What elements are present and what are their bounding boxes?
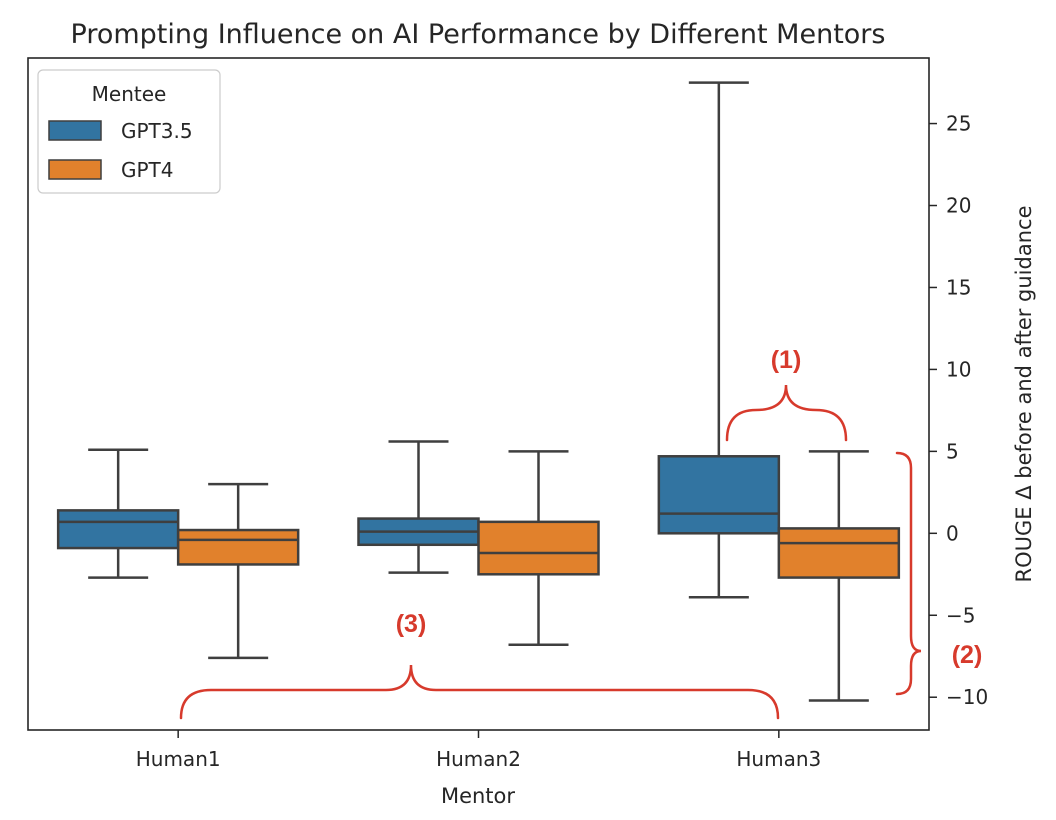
axis-layer: 25 20 15 10 5 0 −5 −10 Human1 Human2 Human3 bbox=[136, 112, 988, 771]
legend-swatch-gpt4 bbox=[48, 159, 102, 180]
y-tick-label-1: 20 bbox=[946, 194, 971, 218]
legend-label-gpt35: GPT3.5 bbox=[121, 119, 193, 143]
box-gpt4-human1 bbox=[176, 482, 300, 660]
y-tick-label-7: −10 bbox=[946, 685, 988, 709]
legend-title: Mentee bbox=[92, 82, 167, 106]
legend: Mentee GPT3.5 GPT4 bbox=[37, 69, 221, 194]
legend-label-gpt4: GPT4 bbox=[121, 158, 174, 182]
x-axis-label: Mentor bbox=[441, 784, 515, 808]
chart-title: Prompting Influence on AI Performance by… bbox=[71, 19, 886, 50]
box-gpt35-human2 bbox=[357, 440, 480, 574]
x-tick-label-human2: Human2 bbox=[436, 747, 521, 771]
box-gpt35-human3-iqr-box bbox=[657, 455, 781, 535]
annotation-3-brace bbox=[179, 664, 780, 720]
annotation-2: (2) bbox=[895, 451, 983, 696]
y-tick-label-3: 10 bbox=[946, 357, 971, 381]
box-gpt4-human3-iqr-box bbox=[777, 527, 901, 579]
box-gpt4-human3 bbox=[777, 450, 901, 702]
annotation-2-brace bbox=[895, 451, 922, 696]
y-axis-label: ROUGE Δ before and after guidance bbox=[1012, 206, 1036, 583]
annotation-3-label: (3) bbox=[396, 610, 427, 638]
x-tick-label-human3: Human3 bbox=[736, 747, 821, 771]
box-gpt35-human1 bbox=[56, 448, 180, 579]
legend-swatch-gpt35 bbox=[48, 120, 102, 141]
annotation-1-brace bbox=[725, 384, 848, 442]
box-gpt4-human1-iqr-box bbox=[176, 528, 300, 566]
y-tick-label-5: 0 bbox=[946, 521, 959, 545]
plot-layer bbox=[56, 81, 901, 702]
annotation-2-label: (2) bbox=[952, 641, 983, 669]
box-gpt35-human1-iqr-box bbox=[56, 509, 180, 550]
y-tick-label-4: 5 bbox=[946, 439, 959, 463]
annotation-1-label: (1) bbox=[771, 346, 802, 374]
x-tick-label-human1: Human1 bbox=[136, 747, 221, 771]
box-gpt4-human2 bbox=[477, 450, 600, 647]
box-gpt35-human3 bbox=[657, 81, 781, 599]
y-tick-label-6: −5 bbox=[946, 603, 975, 627]
annotation-3: (3) bbox=[179, 610, 780, 720]
y-tick-label-0: 25 bbox=[946, 112, 971, 136]
annotation-1: (1) bbox=[725, 346, 848, 442]
box-gpt4-human2-iqr-box bbox=[477, 520, 600, 576]
y-tick-label-2: 15 bbox=[946, 275, 971, 299]
